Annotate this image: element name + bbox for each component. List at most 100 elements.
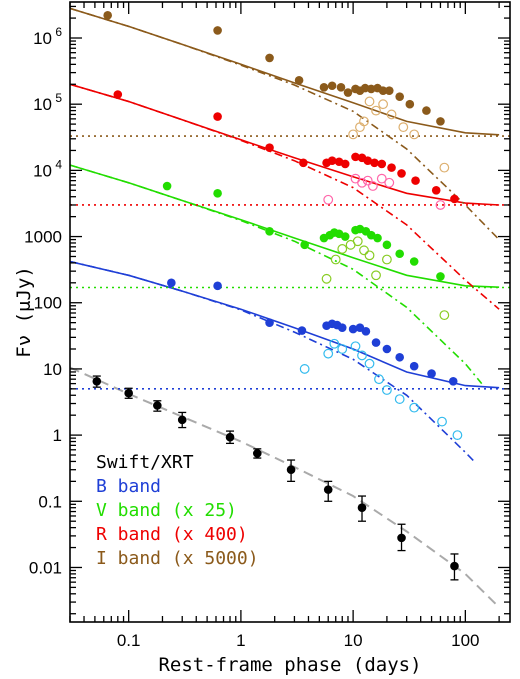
series-1-filled-point bbox=[395, 352, 404, 362]
x-tick-label: 0.1 bbox=[117, 631, 141, 650]
series-3-open-point bbox=[323, 194, 334, 205]
series-4-filled-point bbox=[395, 92, 404, 101]
legend-entry: B band bbox=[96, 476, 161, 497]
series-4-filled-point bbox=[384, 86, 394, 95]
series-0-point bbox=[286, 465, 296, 475]
series-1-open-point bbox=[364, 358, 375, 369]
series-4-open-point bbox=[409, 129, 420, 140]
y-axis-title: Fν (μJy) bbox=[13, 266, 35, 358]
series-3-filled-point bbox=[265, 143, 274, 153]
series-2-filled-point bbox=[162, 181, 172, 191]
y-tick-label: 1000 bbox=[24, 228, 62, 247]
series-1-filled-point bbox=[409, 361, 419, 371]
series-2-open-point bbox=[337, 244, 348, 254]
series-0-point bbox=[124, 388, 133, 398]
y-tick-label: 1 bbox=[53, 426, 62, 445]
series-2-model-total bbox=[70, 164, 500, 288]
series-0-point bbox=[397, 533, 406, 543]
series-2-open-point bbox=[371, 270, 381, 281]
series-2-open-point bbox=[359, 245, 369, 256]
series-2-open-point bbox=[352, 236, 363, 247]
series-3-open-point bbox=[384, 177, 395, 188]
series-3-filled-point bbox=[213, 112, 222, 121]
plot-area bbox=[70, 7, 510, 609]
series-1-open-point bbox=[357, 350, 367, 361]
series-3-filled-point bbox=[377, 159, 387, 169]
series-0-point bbox=[225, 432, 235, 442]
y-tick-exponent: 6 bbox=[55, 25, 62, 39]
series-4-open-point bbox=[439, 162, 450, 173]
x-tick-label: 1 bbox=[236, 631, 245, 650]
y-tick-base: 10 bbox=[33, 29, 52, 48]
series-1-open-point bbox=[323, 348, 334, 359]
legend-entry: V band (x 25) bbox=[96, 500, 237, 521]
series-4-filled-point bbox=[327, 81, 337, 91]
series-1-open-point bbox=[382, 385, 392, 395]
series-4-model-total bbox=[70, 7, 500, 136]
y-tick-label: 10 bbox=[33, 29, 52, 48]
series-0-point bbox=[177, 415, 187, 425]
series-2-filled-point bbox=[265, 227, 274, 236]
series-3-open-point bbox=[357, 177, 367, 188]
series-4-filled-point bbox=[366, 84, 376, 94]
series-2-open-point bbox=[321, 273, 332, 284]
y-tick-base: 10 bbox=[33, 161, 52, 180]
series-0-point bbox=[450, 561, 459, 571]
series-1-filled-point bbox=[337, 323, 347, 332]
legend-entry: I band (x 5000) bbox=[96, 548, 259, 569]
series-4-open-point bbox=[378, 99, 389, 110]
x-tick-label: 100 bbox=[451, 631, 479, 650]
series-3-model-afterglow bbox=[70, 83, 500, 310]
y-tick-exponent: 5 bbox=[55, 91, 62, 105]
series-1-open-point bbox=[394, 394, 405, 404]
y-tick-base: 10 bbox=[33, 95, 52, 114]
series-1-open-point bbox=[329, 338, 340, 349]
series-2-open-point bbox=[439, 310, 450, 321]
series-4-open-point bbox=[348, 129, 359, 140]
series-4-filled-point bbox=[294, 75, 304, 85]
series-4-open-point bbox=[355, 122, 365, 133]
series-3-filled-point bbox=[370, 158, 379, 168]
series-3-filled-point bbox=[327, 156, 337, 166]
series-1-filled-point bbox=[448, 377, 458, 386]
series-2-filled-point bbox=[395, 249, 404, 259]
series-1-open-point bbox=[337, 344, 348, 354]
series-4-filled-point bbox=[319, 82, 329, 92]
series-0-point bbox=[357, 503, 367, 513]
series-3-filled-point bbox=[113, 90, 123, 99]
series-0-point bbox=[92, 377, 102, 386]
series-2-filled-point bbox=[340, 232, 350, 241]
series-1-filled-point bbox=[371, 338, 381, 347]
series-4-filled-point bbox=[265, 53, 274, 63]
series-2-filled-point bbox=[409, 257, 419, 266]
series-1-filled-point bbox=[213, 281, 222, 291]
series-4-open-point bbox=[359, 116, 369, 127]
series-1-filled-point bbox=[427, 369, 436, 378]
series-4-filled-point bbox=[405, 99, 415, 109]
series-3-filled-point bbox=[397, 169, 406, 178]
series-2-open-point bbox=[330, 254, 341, 265]
y-tick-label: 0.1 bbox=[38, 492, 62, 511]
series-3-filled-point bbox=[351, 152, 360, 162]
series-3-filled-point bbox=[299, 158, 308, 168]
series-1-open-point bbox=[374, 374, 384, 385]
series-3-open-point bbox=[362, 175, 373, 186]
series-2-open-point bbox=[364, 250, 375, 261]
y-tick-label: 10 bbox=[43, 360, 62, 379]
series-4-filled-point bbox=[213, 26, 222, 35]
series-2-model-afterglow bbox=[70, 164, 483, 385]
series-3-open-point bbox=[376, 173, 387, 184]
series-2-open-point bbox=[382, 254, 392, 265]
series-1-model-afterglow bbox=[70, 260, 475, 462]
series-4-filled-point bbox=[422, 106, 431, 115]
series-1-open-point bbox=[409, 402, 420, 413]
series-3-open-point bbox=[367, 181, 378, 191]
series-3-filled-point bbox=[411, 176, 420, 185]
legend: Swift/XRT B band V band (x 25) R band (x 40… bbox=[96, 452, 259, 569]
series-2-filled-point bbox=[300, 240, 309, 250]
series-3-filled-point bbox=[363, 156, 373, 166]
series-1-open-point bbox=[452, 430, 463, 441]
series-1-filled-point bbox=[348, 324, 358, 334]
series-4-open-point bbox=[371, 105, 381, 116]
series-4-filled-point bbox=[103, 11, 112, 20]
